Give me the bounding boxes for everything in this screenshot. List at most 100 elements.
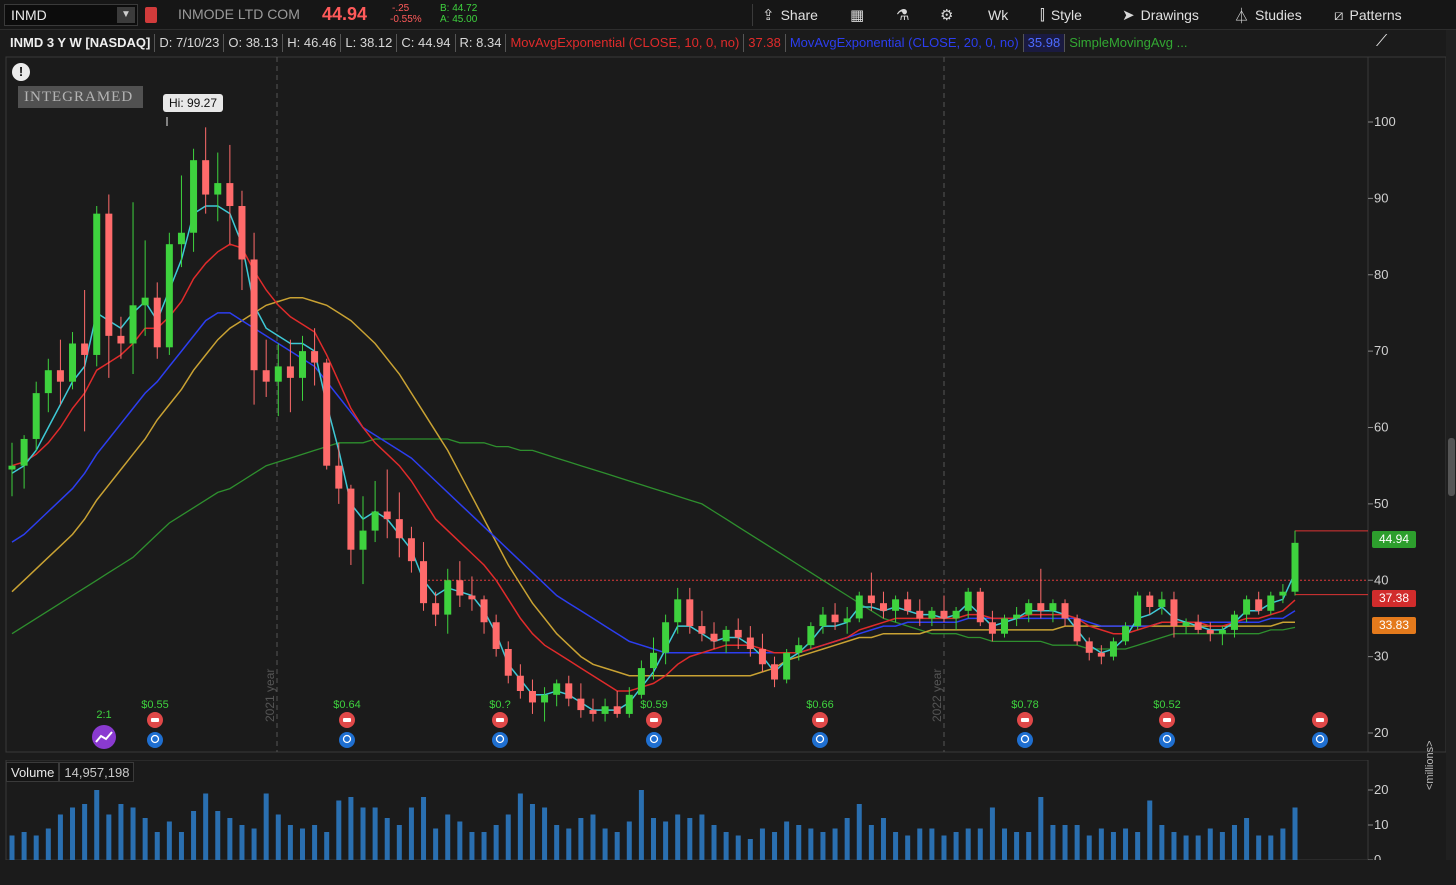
bulb-icon (339, 732, 355, 748)
candle-body (795, 645, 803, 653)
volume-bar (1147, 800, 1153, 860)
studies-button[interactable]: ⏃ Studies (1234, 0, 1302, 30)
volume-bar (1098, 828, 1104, 860)
volume-bar (1074, 825, 1080, 860)
style-button[interactable]: ⫿ Style (1040, 0, 1082, 30)
symbol-selector[interactable]: ▼ (4, 4, 138, 26)
volume-bar (21, 832, 27, 860)
candle-body (44, 370, 52, 394)
volume-bar (505, 814, 511, 860)
study-ema10-value: 37.38 (744, 34, 786, 52)
candle-body (165, 244, 173, 348)
alert-info-icon[interactable]: ! (12, 63, 30, 81)
volume-bar (57, 814, 63, 860)
study-sma-label[interactable]: SimpleMovingAvg ... (1069, 35, 1188, 50)
candle-body (1013, 614, 1021, 619)
volume-bar (590, 814, 596, 860)
volume-bar (711, 825, 717, 860)
candle-body (347, 488, 355, 550)
symbol-dropdown-icon[interactable]: ▼ (117, 7, 135, 23)
volume-bar (1159, 825, 1165, 860)
bulb-icon (646, 732, 662, 748)
candle-body (492, 622, 500, 649)
volume-bar (1110, 832, 1116, 860)
candle-body (940, 610, 948, 619)
volume-bar (445, 814, 451, 860)
company-logo: INTEGRAMED (18, 86, 143, 108)
earnings-phone-glyph (1316, 718, 1324, 722)
price-chart[interactable]: 2021 year 2022 year 100 90 80 70 60 50 40 30 20 $0.… (0, 55, 1456, 755)
volume-bar (772, 832, 778, 860)
bulb-glyph (1162, 734, 1172, 744)
patterns-label: Patterns (1349, 7, 1402, 23)
drawings-button[interactable]: ➤ Drawings (1122, 0, 1199, 30)
bulb-glyph (495, 734, 505, 744)
earnings-phone-glyph (650, 718, 658, 722)
scrollbar-thumb[interactable] (1448, 438, 1455, 496)
aggregation-label: Wk (988, 7, 1009, 23)
candle-body (1158, 599, 1166, 607)
volume-bar (747, 839, 753, 860)
volume-bar (723, 832, 729, 860)
volume-plot-area (5, 760, 1369, 860)
study-ema10-label[interactable]: MovAvgExponential (CLOSE, 10, 0, no) (506, 34, 745, 52)
candle-body (783, 652, 791, 680)
candle-body (420, 561, 428, 604)
volume-bar (9, 835, 15, 860)
last-price-tag: 44.94 (1372, 531, 1416, 548)
volume-bar (263, 793, 269, 860)
study-ema20-label[interactable]: MovAvgExponential (CLOSE, 20, 0, no) (786, 34, 1024, 52)
chart-settings-grid-button[interactable]: ▦ (850, 0, 870, 30)
bulb-icon (492, 732, 508, 748)
volume-bar (493, 825, 499, 860)
volume-bar (1026, 832, 1032, 860)
price-tick-label: 20 (1374, 725, 1388, 740)
volume-bar (82, 804, 88, 860)
ema-price-tag: 37.38 (1372, 590, 1416, 607)
candle-body (625, 694, 633, 714)
volume-bar (106, 814, 112, 860)
volume-bar (348, 797, 354, 860)
volume-bar (651, 818, 656, 860)
price-tick-label: 90 (1374, 190, 1388, 205)
volume-bar (33, 835, 39, 860)
candle-body (589, 710, 597, 714)
bulb-icon (147, 732, 163, 748)
candle-body (686, 599, 694, 627)
volume-chart[interactable]: 20100SepOctNovDec22FebMarAprMayJunJulAug… (0, 760, 1456, 860)
dividend-label: $0.66 (806, 699, 834, 711)
volume-bar (868, 825, 874, 860)
candle-body (746, 637, 754, 649)
split-glyph (95, 731, 113, 743)
candle-body (1049, 603, 1057, 611)
volume-bar (735, 835, 741, 860)
volume-bar (977, 828, 983, 860)
volume-bar (638, 790, 644, 860)
chart-expand-icon[interactable]: ⟋ (1376, 33, 1388, 50)
volume-bar (251, 828, 257, 860)
earnings-phone-glyph (1163, 718, 1171, 722)
volume-bar (820, 832, 826, 860)
volume-header: Volume 14,957,198 (6, 762, 135, 782)
drawings-label: Drawings (1140, 7, 1199, 23)
volume-bar (469, 832, 475, 860)
patterns-button[interactable]: ⧄ Patterns (1334, 0, 1402, 30)
candle-body (904, 599, 912, 611)
candle-body (988, 622, 996, 634)
sma-price-tag: 33.83 (1372, 617, 1416, 634)
candle-body (504, 648, 512, 676)
volume-bar (941, 835, 947, 860)
aggregation-button[interactable]: Wk (988, 0, 1008, 30)
volume-bar (372, 807, 378, 860)
share-button[interactable]: ⇪ Share (762, 0, 818, 30)
candle-body (1206, 629, 1214, 634)
volume-bar (554, 825, 560, 860)
symbol-input[interactable] (5, 5, 117, 25)
volume-bar (699, 814, 705, 860)
price-tick-label: 40 (1374, 572, 1388, 587)
settings-button[interactable]: ⚙ (940, 0, 959, 30)
flask-button[interactable]: ⚗ (896, 0, 915, 30)
volume-bar (154, 832, 160, 860)
candle-body (274, 366, 282, 382)
candle-body (976, 591, 984, 623)
